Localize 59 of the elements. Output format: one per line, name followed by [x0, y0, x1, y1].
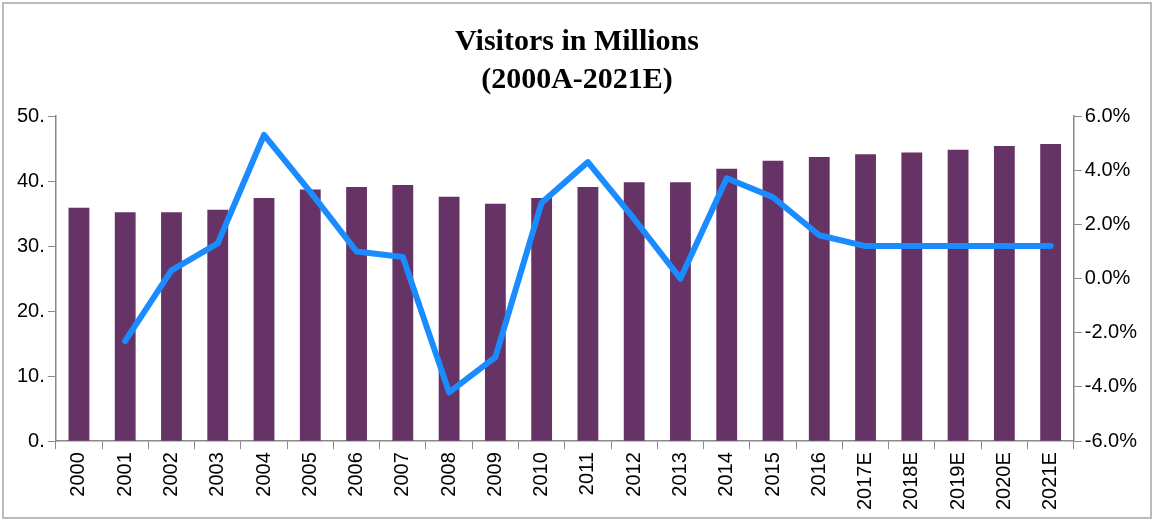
- y2-tick-label: 2.0%: [1084, 211, 1131, 234]
- x-tick-label: 2007: [390, 452, 413, 497]
- x-tick-label: 2003: [205, 452, 228, 497]
- bar: [438, 196, 460, 441]
- bar: [855, 154, 876, 441]
- x-tick-label: 2014: [714, 452, 737, 497]
- bar: [577, 186, 599, 441]
- x-tick-label: 2020E: [991, 452, 1014, 511]
- y2-tick-label: 6.0%: [1084, 103, 1131, 126]
- x-tick-label: 2010: [529, 452, 552, 497]
- y2-tick-label: -2.0%: [1084, 320, 1138, 343]
- bar: [1040, 143, 1062, 441]
- x-tick-label: 2016: [806, 452, 829, 497]
- bar: [253, 197, 275, 441]
- x-tick-label: 2006: [344, 452, 367, 497]
- x-tick-label: 2017E: [853, 452, 876, 511]
- x-tick-label: 2009: [482, 452, 505, 497]
- x-tick-label: 2015: [760, 452, 783, 497]
- y-tick-label: 50.: [16, 103, 45, 126]
- bar: [68, 207, 90, 441]
- bar: [716, 168, 738, 441]
- bar: [299, 189, 321, 441]
- bar: [114, 212, 136, 441]
- x-tick-label: 2013: [667, 452, 690, 497]
- bar: [762, 160, 784, 441]
- x-tick-label: 2021E: [1038, 452, 1061, 511]
- bar: [901, 152, 923, 441]
- x-tick-label: 2002: [158, 452, 181, 497]
- bar: [808, 156, 830, 441]
- y2-tick-label: -4.0%: [1084, 374, 1138, 397]
- bar: [207, 209, 229, 441]
- x-tick-label: 2005: [297, 452, 320, 497]
- bar: [993, 145, 1015, 441]
- x-tick-label: 2000: [66, 452, 89, 497]
- y-tick-label: 20.: [16, 298, 45, 321]
- x-tick-label: 2008: [436, 452, 459, 497]
- y2-tick-label: 0.0%: [1084, 266, 1131, 289]
- y-tick-label: 30.: [16, 233, 45, 256]
- bar: [484, 203, 506, 441]
- y-tick-label: 10.: [16, 363, 45, 386]
- y-tick-label: 0.: [28, 428, 45, 451]
- bar: [531, 197, 553, 441]
- bar: [392, 184, 414, 441]
- x-tick-label: 2018E: [899, 452, 922, 511]
- y2-tick-label: -6.0%: [1084, 428, 1138, 451]
- y-tick-label: 40.: [16, 168, 45, 191]
- x-tick-label: 2011: [575, 452, 598, 496]
- bar: [346, 186, 367, 441]
- bar: [670, 182, 691, 441]
- bar: [161, 212, 182, 441]
- chart-title: Visitors in Millions: [455, 22, 699, 56]
- x-tick-label: 2019E: [945, 452, 968, 511]
- x-tick-label: 2004: [251, 452, 274, 497]
- chart-subtitle: (2000A-2021E): [481, 60, 673, 95]
- bar: [623, 182, 645, 441]
- y2-tick-label: 4.0%: [1084, 157, 1131, 180]
- x-tick-label: 2012: [621, 452, 644, 497]
- x-tick-label: 2001: [112, 452, 135, 497]
- bar: [947, 149, 969, 441]
